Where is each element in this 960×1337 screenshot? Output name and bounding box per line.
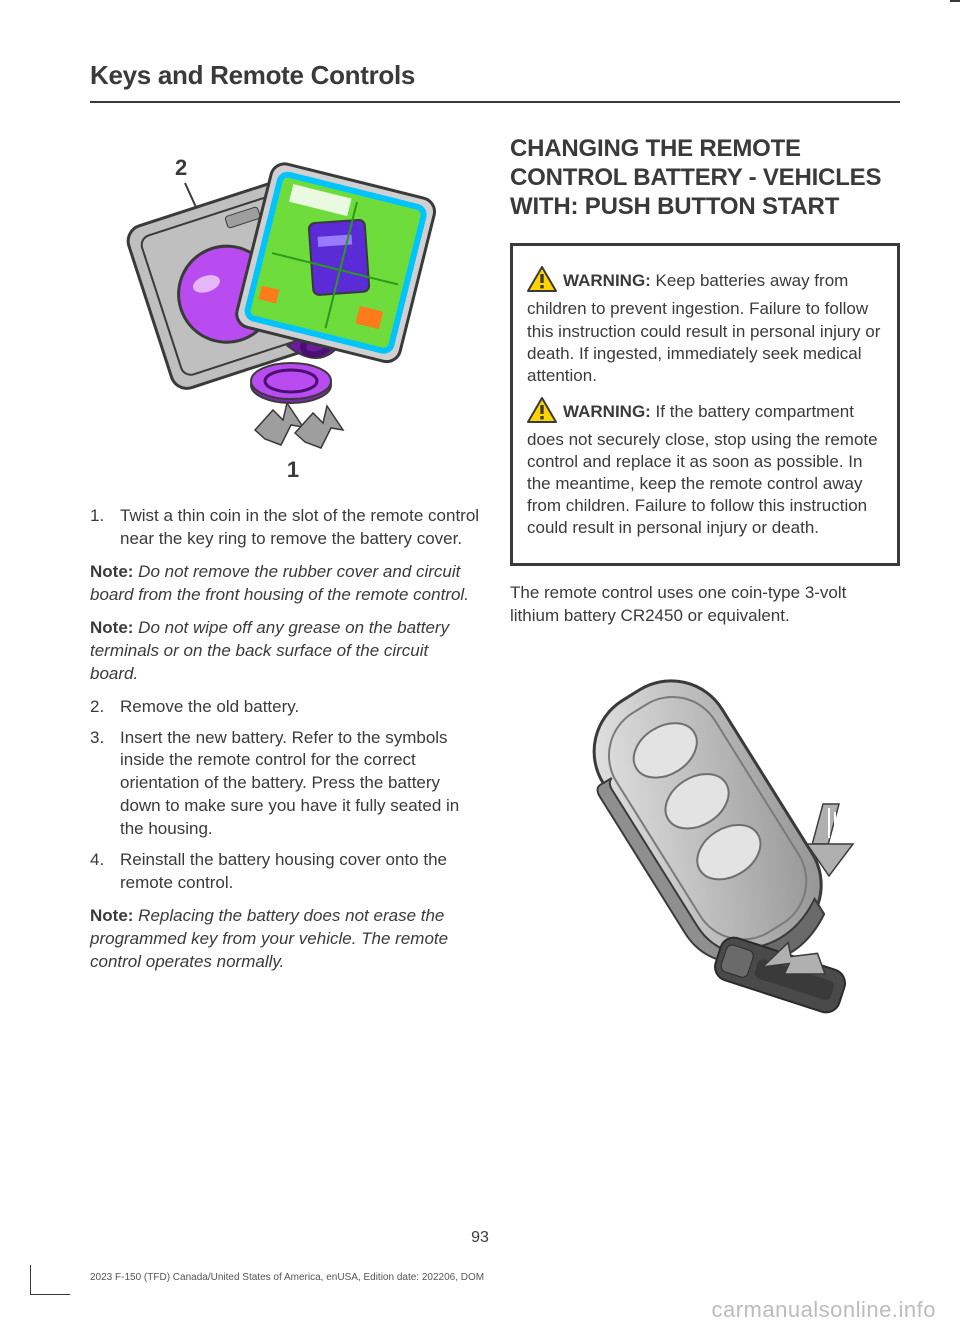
- body-paragraph: The remote control uses one coin-type 3-…: [510, 582, 900, 628]
- callout-two: 2: [175, 155, 187, 180]
- watermark: carmanualsonline.info: [711, 1297, 936, 1323]
- note-body: Do not remove the rubber cover and circu…: [90, 562, 469, 604]
- section-heading: CHANGING THE REMOTE CONTROL BATTERY - VE…: [510, 135, 900, 221]
- note-2: Note: Do not wipe off any grease on the …: [90, 617, 480, 686]
- item-text: Insert the new battery. Refer to the sym…: [120, 727, 480, 842]
- list-item: 3. Insert the new battery. Refer to the …: [90, 727, 480, 842]
- crop-mark: [950, 0, 960, 2]
- list-item: 2. Remove the old battery.: [90, 696, 480, 719]
- crop-mark: [30, 1265, 70, 1295]
- page-number: 93: [0, 1229, 960, 1247]
- item-number: 2.: [90, 696, 120, 719]
- figure-battery-cover: 2: [90, 145, 480, 485]
- callout-one: 1: [287, 457, 299, 482]
- header-divider: [90, 101, 900, 103]
- item-number: 4.: [90, 849, 120, 895]
- note-label: Note:: [90, 906, 133, 925]
- right-column: CHANGING THE REMOTE CONTROL BATTERY - VE…: [510, 135, 900, 1024]
- item-text: Remove the old battery.: [120, 696, 480, 719]
- item-number: 3.: [90, 727, 120, 842]
- note-label: Note:: [90, 618, 133, 637]
- figure-key-fob: [510, 644, 900, 1024]
- warning-icon: [527, 266, 557, 298]
- note-3: Note: Replacing the battery does not era…: [90, 905, 480, 974]
- warning-label: WARNING:: [563, 271, 651, 290]
- content-columns: 2: [90, 135, 900, 1024]
- item-number: 1.: [90, 505, 120, 551]
- warning-icon: [527, 397, 557, 429]
- note-body: Replacing the battery does not erase the…: [90, 906, 448, 971]
- note-label: Note:: [90, 562, 133, 581]
- list-item: 1. Twist a thin coin in the slot of the …: [90, 505, 480, 551]
- warning-2: WARNING: If the battery compartment does…: [527, 397, 883, 540]
- list-item: 4. Reinstall the battery housing cover o…: [90, 849, 480, 895]
- item-text: Reinstall the battery housing cover onto…: [120, 849, 480, 895]
- footer-line: 2023 F-150 (TFD) Canada/United States of…: [90, 1272, 484, 1283]
- warning-body: If the battery compartment does not secu…: [527, 402, 878, 537]
- warning-label: WARNING:: [563, 402, 651, 421]
- key-fob-illustration: [525, 644, 885, 1024]
- note-1: Note: Do not remove the rubber cover and…: [90, 561, 480, 607]
- motion-arrows: [255, 403, 343, 448]
- left-column: 2: [90, 135, 480, 1024]
- warning-box: WARNING: Keep batteries away from childr…: [510, 243, 900, 566]
- item-text: Twist a thin coin in the slot of the rem…: [120, 505, 480, 551]
- page-title: Keys and Remote Controls: [90, 60, 900, 91]
- note-body: Do not wipe off any grease on the batter…: [90, 618, 449, 683]
- warning-1: WARNING: Keep batteries away from childr…: [527, 266, 883, 386]
- battery-cover-illustration: 2: [115, 145, 455, 485]
